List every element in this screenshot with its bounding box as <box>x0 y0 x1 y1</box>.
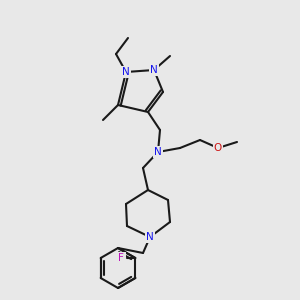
Text: N: N <box>122 67 130 77</box>
Text: N: N <box>150 65 158 75</box>
Text: N: N <box>146 232 154 242</box>
Text: O: O <box>214 143 222 153</box>
Text: N: N <box>154 147 162 157</box>
Text: F: F <box>118 253 124 263</box>
